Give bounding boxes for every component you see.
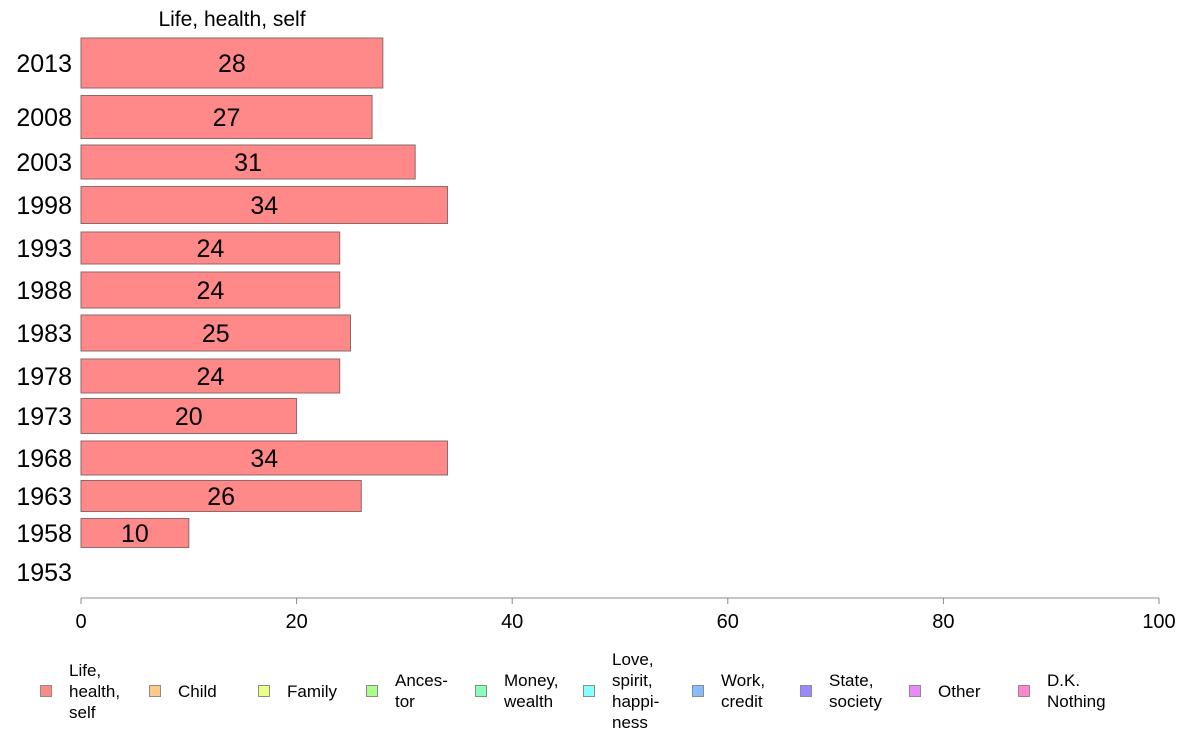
- legend-item: Work, credit: [692, 646, 765, 736]
- legend-swatch: [692, 685, 704, 697]
- y-tick-label: 2013: [16, 50, 72, 78]
- bar-value-label: 24: [196, 363, 224, 391]
- bar: [80, 480, 362, 512]
- bar-value-label: 24: [196, 277, 224, 305]
- bars-group: 28 27 31 34 24 24 25 24 20 34 26 10: [80, 37, 449, 548]
- y-tick-label: 1958: [16, 520, 72, 548]
- bar: [80, 37, 384, 89]
- bar-value-label: 27: [213, 104, 241, 132]
- legend-label: Other: [938, 681, 981, 701]
- y-tick-label: 1973: [16, 403, 72, 431]
- y-tick-label: 1963: [16, 483, 72, 511]
- x-tick-label: 0: [75, 611, 86, 633]
- legend-swatch: [149, 685, 161, 697]
- bar-value-label: 34: [250, 445, 278, 473]
- bar-value-label: 26: [207, 483, 235, 511]
- legend-swatch: [258, 685, 270, 697]
- bar: [80, 186, 449, 224]
- bar-chart: Life, health, self 282731342424252420342…: [16, 8, 1176, 633]
- legend-swatch: [475, 685, 487, 697]
- x-axis: 0 20 40 60 80 100: [75, 597, 1176, 633]
- bar: [80, 314, 351, 352]
- legend-item: Child: [149, 646, 217, 736]
- y-tick-label: 1983: [16, 320, 72, 348]
- bar: [80, 231, 341, 265]
- bar-value-label: 20: [175, 403, 203, 431]
- chart-title: Life, health, self: [158, 8, 305, 31]
- legend-item: Love, spirit, happi- ness: [583, 646, 659, 736]
- y-tick-label: 1993: [16, 235, 72, 263]
- legend-label: Work, credit: [721, 671, 766, 711]
- y-tick-label: 1978: [16, 363, 72, 391]
- y-tick-label: 2003: [16, 149, 72, 177]
- legend-item: Money, wealth: [475, 646, 559, 736]
- x-tick-label: 40: [501, 611, 523, 633]
- y-tick-label: 1988: [16, 277, 72, 305]
- legend-item: Family: [258, 646, 337, 736]
- legend-label: Love, spirit, happi- ness: [612, 650, 660, 732]
- legend-label: Family: [287, 681, 338, 701]
- bar-value-label: 31: [234, 149, 262, 177]
- bar: [80, 358, 341, 394]
- x-tick-label: 60: [717, 611, 739, 633]
- x-tick-label: 20: [285, 611, 307, 633]
- legend-label: D.K. Nothing: [1047, 671, 1106, 711]
- legend-item: Other: [909, 646, 981, 736]
- legend-item: State, society: [800, 646, 882, 736]
- bar-value-label: 28: [218, 50, 246, 78]
- bar: [80, 95, 373, 139]
- bar-value-label: 25: [202, 320, 230, 348]
- legend-swatch: [1018, 685, 1030, 697]
- bar: [80, 144, 416, 180]
- y-tick-label: 1953: [16, 559, 72, 587]
- bar: [80, 398, 298, 434]
- bar: [80, 440, 449, 476]
- legend-label: State, society: [829, 671, 882, 711]
- legend-swatch: [583, 685, 595, 697]
- legend-swatch: [800, 685, 812, 697]
- legend-label: Child: [178, 681, 217, 701]
- bar-value-label: 24: [196, 235, 224, 263]
- legend-item: Ances- tor: [366, 646, 448, 736]
- y-tick-label: 2008: [16, 104, 72, 132]
- legend-item: D.K. Nothing: [1018, 646, 1106, 736]
- legend-label: Ances- tor: [395, 671, 448, 711]
- legend-label: Money, wealth: [504, 671, 559, 711]
- legend-item: Life, health, self: [40, 646, 120, 736]
- y-tick-label: 1968: [16, 445, 72, 473]
- y-tick-label: 1998: [16, 192, 72, 220]
- legend-label: Life, health, self: [69, 660, 121, 722]
- bar: [80, 271, 341, 309]
- legend-swatch: [40, 685, 52, 697]
- bar-value-label: 10: [121, 520, 149, 548]
- x-tick-label: 100: [1142, 611, 1175, 633]
- y-axis-labels: 2013 2008 2003 1998 1993 1988 1983 1978 1973 1968…: [16, 50, 72, 587]
- x-tick-label: 80: [932, 611, 954, 633]
- legend-swatch: [909, 685, 921, 697]
- bar: [80, 518, 190, 548]
- legend-swatch: [366, 685, 378, 697]
- legend: Life, health, self Child Family Ances- tor M…: [0, 646, 1188, 736]
- bar-value-label: 34: [250, 192, 278, 220]
